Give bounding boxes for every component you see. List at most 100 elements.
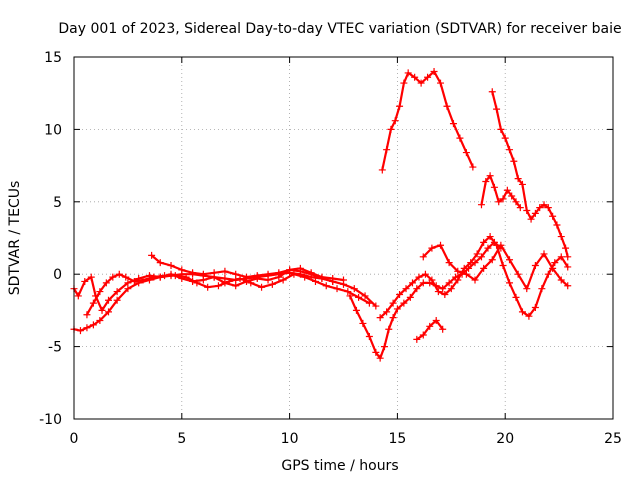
data-point [171, 272, 179, 280]
data-point [161, 272, 169, 280]
data-point [497, 125, 505, 133]
data-point [512, 293, 520, 301]
y-tick-label: -5 [48, 340, 62, 356]
data-point [89, 321, 97, 329]
data-point [503, 186, 511, 194]
data-point [221, 267, 229, 275]
data-point [419, 253, 427, 261]
data-point [301, 273, 309, 281]
data-point [460, 264, 468, 272]
data-series [378, 67, 477, 174]
data-point [242, 273, 250, 281]
data-point [404, 69, 412, 77]
data-point [290, 270, 298, 278]
data-point [372, 348, 380, 356]
data-point [523, 206, 531, 214]
data-point [396, 102, 404, 110]
data-point [413, 285, 421, 293]
series-line [422, 244, 569, 290]
data-point [562, 244, 570, 252]
data-series [376, 233, 572, 322]
data-point [557, 233, 565, 241]
data-point [258, 283, 266, 291]
data-point [480, 264, 488, 272]
data-point [83, 311, 91, 319]
data-point [531, 304, 539, 312]
series-line [379, 235, 569, 319]
data-point [406, 293, 414, 301]
data-point [488, 88, 496, 96]
data-point [98, 306, 106, 314]
data-point [383, 308, 391, 316]
data-point [557, 253, 565, 261]
data-point [402, 285, 410, 293]
chart-title: Day 001 of 2023, Sidereal Day-to-day VTE… [58, 21, 621, 37]
data-point [130, 277, 138, 285]
data-point [124, 279, 132, 287]
data-point [428, 244, 436, 252]
data-series [83, 270, 373, 319]
data-point [102, 279, 110, 287]
data-point [523, 285, 531, 293]
data-point [434, 288, 442, 296]
data-point [109, 273, 117, 281]
data-point [443, 102, 451, 110]
data-point [462, 149, 470, 157]
series-line [348, 241, 502, 360]
data-point [365, 332, 373, 340]
data-point [81, 277, 89, 285]
data-point [482, 178, 490, 186]
data-point [477, 201, 485, 209]
data-point [514, 175, 522, 183]
data-point [189, 269, 197, 277]
data-point [449, 120, 457, 128]
data-point [544, 204, 552, 212]
data-point [87, 273, 95, 281]
data-point [322, 282, 330, 290]
data-point [296, 267, 304, 275]
data-point [376, 354, 384, 362]
data-point [456, 134, 464, 142]
data-point [499, 262, 507, 270]
data-point [393, 305, 401, 313]
data-point [430, 67, 438, 75]
data-point [89, 299, 97, 307]
data-point [564, 263, 572, 271]
y-tick-label: -10 [39, 412, 62, 428]
data-point [396, 290, 404, 298]
data-point [286, 266, 294, 274]
data-point [307, 270, 315, 278]
data-point [441, 290, 449, 298]
data-point [469, 163, 477, 171]
series-line [150, 254, 377, 308]
data-point [156, 259, 164, 267]
data-point [506, 279, 514, 287]
data-series [413, 317, 447, 343]
data-point [372, 302, 380, 310]
data-point [74, 292, 82, 300]
x-tick-label: 25 [604, 431, 622, 447]
data-point [148, 251, 156, 259]
data-point [477, 253, 485, 261]
data-point [439, 285, 447, 293]
data-point [411, 73, 419, 81]
data-point [210, 269, 218, 277]
data-point [493, 105, 501, 113]
data-point [564, 253, 572, 261]
y-axis-label: SDTVAR / TECUs [7, 181, 23, 296]
data-point [96, 317, 104, 325]
data-point [540, 250, 548, 258]
data-point [415, 273, 423, 281]
data-point [480, 238, 488, 246]
data-point [510, 157, 518, 165]
data-point [333, 285, 341, 293]
data-point [426, 322, 434, 330]
data-point [329, 277, 337, 285]
data-point [488, 256, 496, 264]
data-point [428, 276, 436, 284]
data-point [445, 279, 453, 287]
data-point [340, 280, 347, 288]
data-point [355, 293, 363, 301]
data-point [486, 233, 494, 241]
data-point [264, 270, 272, 278]
